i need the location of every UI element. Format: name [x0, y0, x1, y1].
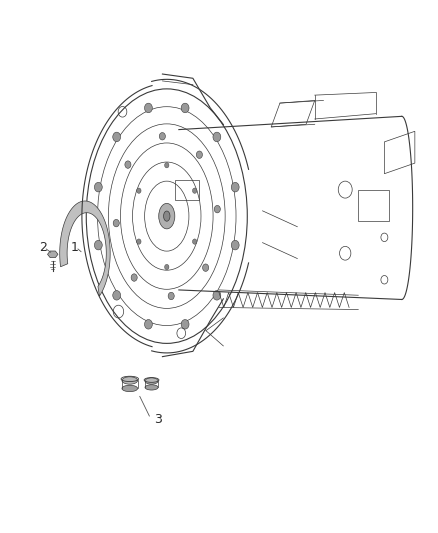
Circle shape: [113, 220, 119, 227]
Ellipse shape: [145, 385, 158, 390]
Polygon shape: [47, 251, 58, 257]
Circle shape: [145, 103, 152, 113]
Circle shape: [214, 205, 220, 213]
Circle shape: [231, 240, 239, 250]
Circle shape: [165, 163, 169, 168]
Circle shape: [168, 292, 174, 300]
Ellipse shape: [163, 211, 170, 221]
Circle shape: [125, 161, 131, 168]
Circle shape: [113, 290, 120, 300]
Circle shape: [95, 240, 102, 250]
Circle shape: [165, 264, 169, 270]
Ellipse shape: [122, 377, 138, 384]
Circle shape: [231, 182, 239, 192]
Circle shape: [203, 264, 208, 271]
Text: 2: 2: [39, 241, 47, 254]
Circle shape: [95, 182, 102, 192]
Circle shape: [181, 319, 189, 329]
Polygon shape: [60, 201, 110, 296]
Circle shape: [196, 151, 202, 158]
Circle shape: [131, 274, 137, 281]
Ellipse shape: [145, 378, 158, 384]
Ellipse shape: [122, 385, 138, 392]
Circle shape: [137, 188, 141, 193]
Circle shape: [192, 239, 197, 244]
Text: 3: 3: [154, 413, 162, 426]
Circle shape: [137, 239, 141, 244]
Circle shape: [192, 188, 197, 193]
Circle shape: [213, 290, 221, 300]
Circle shape: [181, 103, 189, 113]
Ellipse shape: [159, 204, 175, 229]
Circle shape: [159, 133, 166, 140]
Circle shape: [145, 319, 152, 329]
Text: 1: 1: [71, 241, 78, 254]
Circle shape: [113, 132, 120, 142]
Circle shape: [213, 132, 221, 142]
